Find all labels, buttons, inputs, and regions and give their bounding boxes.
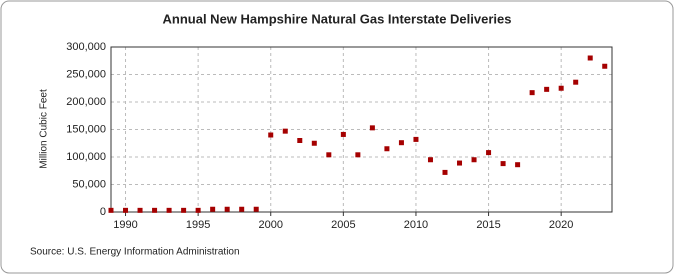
point [515,162,521,168]
point [413,136,419,142]
point [166,207,172,213]
point [239,206,245,212]
point [442,169,448,175]
x-tick-label: 2020 [549,219,573,231]
y-tick-label: 150,000 [66,123,106,135]
point [297,138,303,143]
point [282,128,288,134]
point [398,140,404,146]
x-tick-label: 1995 [186,219,210,231]
point [587,55,593,61]
point [311,140,317,146]
x-tick-label: 1990 [113,219,137,231]
point [471,157,477,163]
point [573,79,579,85]
point [355,152,361,158]
point [602,63,608,69]
point [123,207,129,213]
y-tick-label: 250,000 [66,68,106,80]
point [152,207,158,213]
point [558,85,564,91]
point [500,161,506,167]
x-tick-label: 2015 [476,219,500,231]
point [326,152,332,158]
point [486,150,492,156]
point [384,146,390,152]
point [253,206,259,212]
point [340,131,346,137]
x-tick-label: 2000 [258,219,282,231]
x-tick-label: 2010 [404,219,428,231]
point [108,207,114,213]
y-tick-label: 300,000 [66,41,106,53]
point [427,157,433,163]
y-tick-label: 50,000 [72,178,106,190]
point [181,207,187,213]
point [529,90,535,96]
y-tick-label: 100,000 [66,151,106,163]
point [224,206,230,212]
y-tick-label: 200,000 [66,96,106,108]
point [457,160,463,166]
y-axis-label: Million Cubic Feet [39,89,50,169]
point [137,207,143,213]
point [210,206,216,212]
point [369,125,375,131]
x-tick-label: 2005 [331,219,355,231]
plot-border [110,46,613,213]
y-tick-label: 0 [100,206,106,218]
point [268,132,274,138]
source: Source: U.S. Energy Information Administ… [30,247,240,258]
point [544,86,550,92]
chart-title: Annual New Hampshire Natural Gas Interst… [163,11,512,26]
point [195,207,201,213]
